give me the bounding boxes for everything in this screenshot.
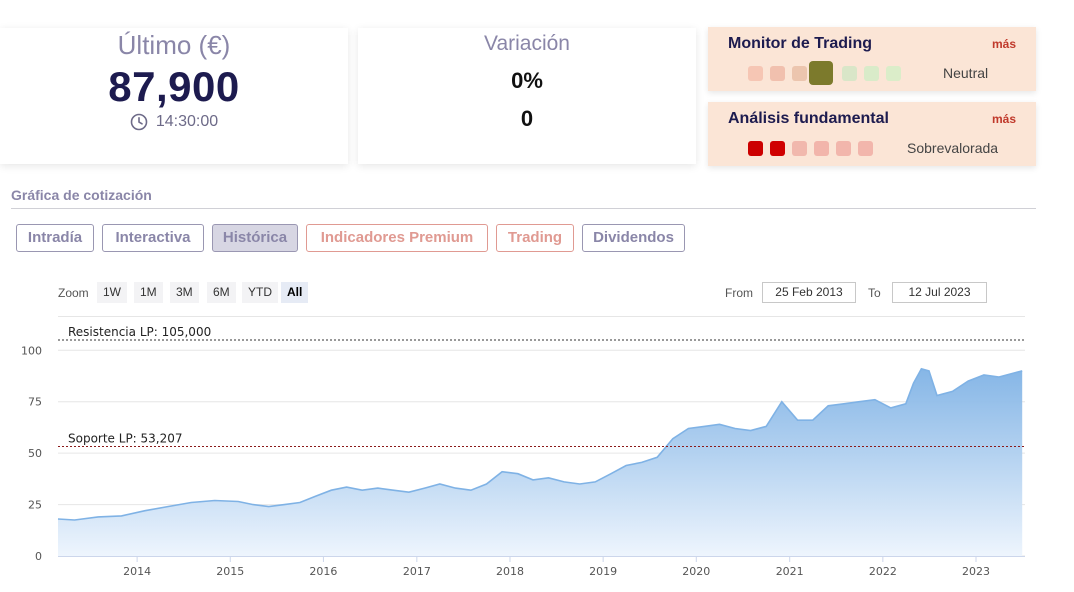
- fundamental-analysis-title: Análisis fundamental: [728, 110, 889, 127]
- section-divider: [11, 208, 1036, 209]
- x-tick-label: 2015: [216, 565, 244, 578]
- fundamental-analysis-more-link[interactable]: más: [991, 112, 1016, 126]
- price-chart[interactable]: Resistencia LP: 105,000 Soporte LP: 53,20…: [0, 316, 1074, 592]
- last-price-value: 87,900: [108, 63, 240, 110]
- scale-level-4: [809, 61, 833, 85]
- scale-level-1: [748, 141, 763, 156]
- tab-indicadores-premium[interactable]: Indicadores Premium: [306, 224, 488, 252]
- range-from-label: From: [725, 286, 753, 300]
- variation-percent: 0%: [511, 68, 543, 93]
- x-tick-label: 2023: [962, 565, 990, 578]
- tab-dividendos[interactable]: Dividendos: [582, 224, 685, 252]
- tab-intradia[interactable]: Intradía: [16, 224, 94, 252]
- trading-monitor-title: Monitor de Trading: [728, 35, 872, 52]
- x-tick-label: 2022: [869, 565, 897, 578]
- range-to-input[interactable]: 12 Jul 2023: [892, 282, 987, 303]
- last-price-label: Último (€): [117, 30, 231, 60]
- zoom-1m-button[interactable]: 1M: [134, 282, 163, 303]
- zoom-ytd-button[interactable]: YTD: [242, 282, 278, 303]
- x-tick-label: 2020: [682, 565, 710, 578]
- scale-level-6: [864, 66, 879, 81]
- tab-interactiva[interactable]: Interactiva: [102, 224, 204, 252]
- resistance-label: Resistencia LP: 105,000: [68, 325, 211, 339]
- y-tick-label: 25: [28, 499, 42, 512]
- last-price-card: Último (€) 87,900 14:30:00: [0, 28, 348, 164]
- x-tick-label: 2019: [589, 565, 617, 578]
- scale-level-2: [770, 66, 785, 81]
- scale-level-5: [842, 66, 857, 81]
- x-tick-label: 2021: [776, 565, 804, 578]
- scale-level-2: [770, 141, 785, 156]
- y-tick-label: 75: [28, 396, 42, 409]
- variation-absolute: 0: [520, 106, 534, 131]
- x-tick-label: 2017: [403, 565, 431, 578]
- zoom-label: Zoom: [58, 286, 89, 300]
- zoom-all-button[interactable]: All: [281, 282, 309, 303]
- clock-icon: [130, 113, 148, 131]
- scale-level-3: [792, 66, 807, 81]
- variation-label: Variación: [484, 32, 570, 55]
- tab-trading[interactable]: Trading: [496, 224, 574, 252]
- scale-level-5: [836, 141, 851, 156]
- trading-monitor-panel: Monitor de Trading más Neutral: [708, 27, 1036, 91]
- y-tick-label: 0: [35, 550, 42, 563]
- fundamental-analysis-state: Sobrevalorada: [907, 140, 999, 156]
- scale-level-7: [886, 66, 901, 81]
- last-price-time-row: 14:30:00: [0, 113, 348, 131]
- zoom-3m-button[interactable]: 3M: [170, 282, 199, 303]
- trading-monitor-state: Neutral: [943, 65, 989, 81]
- scale-level-3: [792, 141, 807, 156]
- variation-card: Variación 0% 0: [358, 28, 696, 164]
- zoom-6m-button[interactable]: 6M: [207, 282, 236, 303]
- range-to-label: To: [868, 286, 881, 300]
- scale-level-1: [748, 66, 763, 81]
- y-tick-label: 50: [28, 447, 42, 460]
- x-tick-label: 2016: [309, 565, 337, 578]
- last-price-time: 14:30:00: [155, 113, 219, 130]
- chart-section-title: Gráfica de cotización: [11, 187, 152, 203]
- tab-historica[interactable]: Histórica: [212, 224, 298, 252]
- price-line: [57, 367, 1023, 521]
- price-area: [58, 368, 1023, 556]
- y-tick-label: 100: [21, 344, 42, 357]
- fundamental-analysis-panel: Análisis fundamental más Sobrevalorada: [708, 102, 1036, 166]
- trading-monitor-more-link[interactable]: más: [991, 37, 1016, 51]
- x-tick-label: 2018: [496, 565, 524, 578]
- support-label: Soporte LP: 53,207: [68, 432, 183, 446]
- zoom-1w-button[interactable]: 1W: [97, 282, 127, 303]
- range-from-input[interactable]: 25 Feb 2013: [762, 282, 856, 303]
- x-tick-label: 2014: [123, 565, 151, 578]
- scale-level-6: [858, 141, 873, 156]
- scale-level-4: [814, 141, 829, 156]
